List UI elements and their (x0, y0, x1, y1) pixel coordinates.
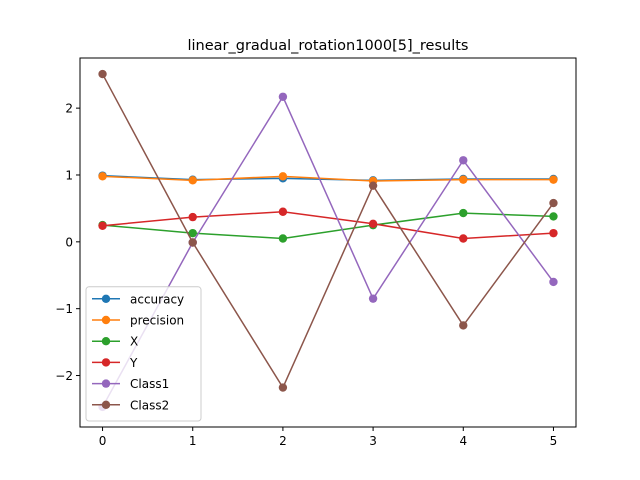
series-y (98, 207, 558, 243)
series-line-x (102, 212, 554, 240)
series-line-class1 (101, 95, 555, 408)
series-line-class2 (101, 73, 555, 390)
data-point (459, 208, 468, 218)
series-layer (98, 69, 558, 412)
data-point (278, 207, 288, 216)
legend-swatch-marker (101, 400, 111, 409)
legend-label: Y (129, 356, 138, 370)
legend-item-accuracy: accuracy (92, 292, 184, 306)
y-tick-label: −1 (55, 302, 73, 316)
x-tick-label: 0 (99, 434, 107, 448)
data-point (459, 321, 468, 330)
data-point (278, 172, 288, 181)
data-point (278, 234, 288, 243)
x-tick-label: 5 (550, 434, 558, 448)
legend-item-y: Y (92, 356, 138, 370)
data-point (368, 219, 378, 228)
plot-frame (79, 57, 577, 428)
legend-label: accuracy (130, 292, 184, 306)
data-point (368, 181, 378, 190)
data-point (459, 156, 468, 165)
y-tick-label: 2 (65, 102, 73, 116)
legend-swatch-marker (101, 337, 111, 346)
legend-swatch-marker (101, 294, 111, 303)
data-point (549, 228, 558, 238)
legend-label: X (130, 335, 138, 349)
series-class2 (98, 69, 558, 392)
x-axis: 0 1 2 3 4 5 (99, 427, 558, 448)
data-point (98, 172, 107, 181)
data-point (549, 277, 558, 287)
legend-item-class1: Class1 (92, 377, 169, 391)
chart-title: linear_gradual_rotation1000[5]_results (187, 38, 468, 54)
data-point (459, 234, 468, 243)
y-axis: −2 −1 0 1 2 (55, 102, 80, 383)
data-point (188, 238, 197, 247)
data-point (549, 175, 558, 184)
legend-item-precision: precision (92, 314, 184, 328)
legend-label: Class1 (130, 377, 169, 391)
legend: accuracy precision XY Class1 Class2 (85, 286, 202, 422)
data-point (278, 383, 288, 392)
x-tick-label: 3 (369, 434, 377, 448)
data-point (188, 228, 197, 238)
legend-swatch-marker (101, 358, 111, 367)
data-point (549, 212, 558, 221)
data-point (188, 212, 197, 222)
y-tick-label: 1 (65, 168, 73, 182)
legend-label: precision (130, 314, 184, 328)
series-line-y (102, 210, 554, 240)
x-tick-label: 4 (459, 434, 467, 448)
data-point (278, 92, 288, 101)
x-tick-label: 1 (189, 434, 197, 448)
y-tick-label: −2 (55, 369, 73, 383)
legend-item-x: X (92, 335, 138, 349)
data-point (368, 294, 378, 303)
data-point (98, 69, 107, 79)
x-tick-label: 2 (279, 434, 287, 448)
legend-swatch-marker (101, 379, 111, 388)
data-point (549, 198, 558, 208)
legend-label: Class2 (130, 398, 169, 412)
legend-swatch-marker (101, 315, 111, 325)
data-point (459, 175, 468, 184)
data-point (98, 221, 107, 230)
legend-item-class2: Class2 (92, 398, 169, 412)
y-tick-label: 0 (65, 235, 73, 249)
data-point (188, 176, 197, 185)
